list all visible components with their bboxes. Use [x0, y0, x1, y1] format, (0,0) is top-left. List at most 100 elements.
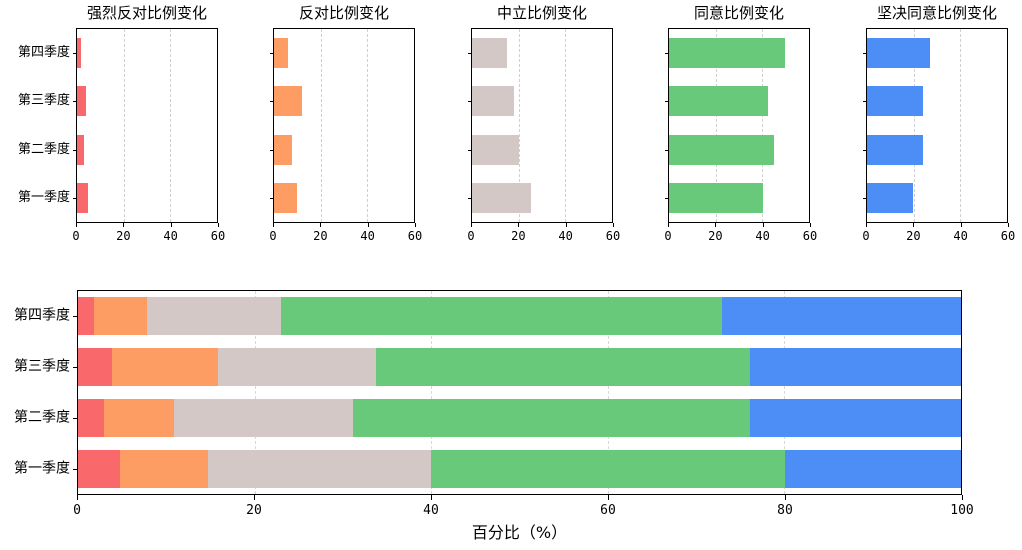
small-multiple-panel: 坚决同意比例变化 0 20 40 60 — [862, 0, 1015, 251]
small-multiple-panel: 反对比例变化 0 20 40 60 — [269, 0, 422, 251]
y-tick-label: 第一季度 — [14, 460, 70, 477]
y-tick — [665, 101, 669, 103]
stacked-segment — [749, 348, 961, 387]
x-tick-label: 0 — [467, 229, 475, 243]
x-tick — [866, 223, 867, 227]
y-tick-label: 第四季度 — [14, 307, 70, 324]
x-tick — [77, 495, 78, 500]
x-tick-label: 60 — [210, 229, 226, 243]
y-tick — [863, 197, 867, 199]
y-tick — [863, 149, 867, 151]
panel-title: 强烈反对比例变化 — [86, 4, 207, 22]
y-tick — [73, 101, 77, 103]
gridline — [320, 29, 322, 222]
stacked-segment — [785, 449, 961, 488]
x-tick — [913, 223, 915, 227]
x-tick — [962, 495, 963, 500]
x-tick — [76, 223, 77, 227]
y-tick-label: 第四季度 — [17, 45, 70, 61]
bar — [669, 38, 786, 69]
gridline — [913, 29, 915, 222]
bar — [274, 86, 302, 117]
x-tick-label: 20 — [708, 229, 723, 243]
y-tick — [468, 53, 472, 55]
y-tick — [665, 53, 669, 55]
stacked-segment — [431, 449, 786, 488]
x-tick — [810, 223, 811, 227]
x-tick-label: 60 — [407, 229, 423, 243]
stacked-segment — [174, 398, 353, 437]
panel-plot-area — [270, 28, 415, 223]
gridline — [565, 29, 567, 222]
stacked-segment — [78, 297, 94, 336]
bar — [867, 38, 931, 69]
gridline — [960, 29, 962, 222]
x-tick-label: 20 — [246, 503, 262, 518]
y-tick — [665, 149, 669, 151]
small-multiple-panel: 中立比例变化 0 20 40 60 — [467, 0, 620, 250]
gridline — [123, 29, 125, 222]
x-tick-label: 0 — [862, 229, 870, 243]
x-tick — [431, 495, 432, 500]
panel-x-axis: 0 20 40 60 — [269, 223, 422, 251]
y-tick — [665, 197, 669, 199]
stacked-segment — [217, 348, 376, 387]
gridline — [762, 29, 764, 222]
gridline — [367, 29, 369, 222]
x-tick — [170, 223, 172, 227]
x-tick — [218, 223, 219, 227]
x-tick-label: 80 — [777, 503, 793, 518]
x-tick-label: 0 — [72, 229, 80, 243]
x-tick-label: 20 — [511, 229, 526, 243]
panel-x-axis: 0 20 40 60 — [862, 223, 1015, 251]
bar — [472, 38, 508, 69]
x-tick-label: 60 — [600, 503, 616, 518]
x-tick — [254, 495, 255, 500]
gridline — [254, 291, 256, 494]
y-tick — [73, 417, 78, 419]
bar — [669, 86, 768, 117]
y-tick — [468, 101, 472, 103]
panel-plot-area — [863, 28, 1008, 223]
gridline — [431, 291, 433, 494]
panel-title: 中立比例变化 — [496, 4, 587, 22]
y-tick — [863, 53, 867, 55]
bar — [472, 182, 532, 213]
x-tick — [471, 223, 472, 227]
y-tick — [73, 149, 77, 151]
stacked-segment — [78, 348, 112, 387]
x-tick-label: 40 — [953, 229, 968, 243]
stacked-segment — [104, 398, 175, 437]
stacked-bar-row — [78, 449, 961, 488]
x-tick — [320, 223, 322, 227]
x-tick — [762, 223, 764, 227]
y-tick — [270, 53, 274, 55]
bar — [867, 182, 914, 213]
x-tick-label: 0 — [73, 503, 81, 518]
panel-plot-area — [468, 28, 613, 223]
bar — [867, 134, 923, 165]
x-tick-label: 40 — [163, 229, 178, 243]
stacked-segment — [93, 297, 147, 336]
y-tick — [468, 197, 472, 199]
y-tick — [73, 197, 77, 199]
stacked-segment — [146, 297, 282, 336]
y-tick-label: 第一季度 — [17, 189, 70, 205]
x-tick-label: 0 — [664, 229, 672, 243]
x-tick-label: 60 — [605, 229, 621, 243]
x-tick — [565, 223, 567, 227]
stacked-bar-panel: 第一季度 第二季度 第三季度 第四季度 0 20 40 60 80 100 百分比（%） — [0, 283, 1022, 550]
gridline — [607, 291, 609, 494]
x-tick-label: 60 — [1000, 229, 1016, 243]
y-tick — [270, 197, 274, 199]
panel-plot-area — [665, 28, 810, 223]
y-tick — [73, 316, 78, 318]
gridline — [170, 29, 172, 222]
stacked-segment — [281, 297, 722, 336]
stacked-x-axis-label: 百分比（%） — [471, 523, 568, 542]
x-tick-label: 20 — [906, 229, 921, 243]
gridline — [518, 29, 520, 222]
x-tick-label: 100 — [950, 503, 974, 518]
gridline — [715, 29, 717, 222]
